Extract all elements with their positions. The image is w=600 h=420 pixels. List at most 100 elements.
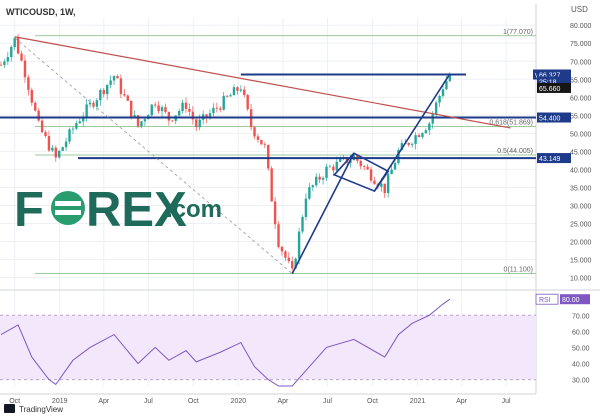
candle-body — [71, 128, 75, 130]
time-tick-label: 2021 — [410, 398, 426, 405]
candle-body — [23, 60, 27, 78]
price-tick-label: 30.000 — [570, 203, 592, 210]
time-tick-label: 2020 — [231, 398, 247, 405]
rsi-value-tag: 80.00 — [562, 297, 580, 304]
candle-body — [445, 81, 448, 90]
fibonacci-levels: 1(77.070) 0.618(51.869) 0.5(44.005) 0(11.10… — [35, 29, 536, 275]
candle-body — [222, 95, 225, 110]
candle-body — [136, 115, 140, 127]
candle-body — [47, 135, 51, 151]
candle-body — [417, 135, 421, 138]
candle-body — [143, 119, 147, 122]
candle-body — [106, 84, 109, 95]
logo-suffix: .com — [166, 196, 222, 223]
candle-body — [321, 177, 325, 180]
candle-body — [304, 198, 308, 217]
candle-body — [177, 110, 181, 116]
candle-body — [428, 123, 431, 131]
time-tick-label: Jul — [323, 398, 332, 405]
level-tag: 43.149 — [539, 156, 561, 163]
candle-body — [119, 78, 123, 95]
price-tick-label: 45.000 — [570, 149, 592, 156]
last-price-tag: 66.327 — [539, 73, 561, 80]
rsi-name-tag-bg — [535, 293, 559, 305]
candle-body — [85, 104, 88, 117]
candlestick-series — [0, 33, 452, 271]
level-tag-bg — [537, 112, 571, 123]
candle-body — [198, 119, 201, 128]
candle-body — [95, 100, 99, 107]
candle-body — [123, 94, 126, 96]
candle-body — [164, 107, 167, 112]
time-axis: Oct 2019 Apr Jul Oct 2020 Apr Jul Oct 2021 Apr Jul — [9, 398, 511, 405]
price-tick-label: 40.000 — [570, 167, 592, 174]
level-tag: 54.400 — [539, 116, 561, 123]
time-tick-label: Apr — [98, 398, 110, 405]
candle-body — [287, 257, 291, 262]
price-tick-label: 80.000 — [570, 23, 592, 30]
candle-body — [37, 110, 40, 121]
candle-body — [441, 89, 445, 96]
price-tick-label: 55.000 — [570, 113, 592, 120]
level-tag-bg — [537, 153, 571, 164]
logo-rex: REX — [86, 183, 187, 237]
candle-body — [311, 185, 314, 188]
price-tick-label: 10.000 — [570, 276, 592, 283]
candle-body — [102, 89, 105, 95]
candle-body — [153, 104, 157, 106]
candle-body — [219, 108, 222, 110]
rsi-tick-label: 50.00 — [572, 345, 590, 352]
candle-body — [205, 114, 208, 118]
candle-body — [270, 168, 273, 202]
price-tick-label: 25.000 — [570, 222, 592, 229]
rsi-band-fill — [0, 315, 536, 380]
candle-body — [380, 183, 383, 187]
candle-body — [397, 149, 400, 164]
candle-body — [51, 147, 54, 151]
price-tick-label: 70.000 — [570, 59, 592, 66]
time-tick-label: Apr — [277, 398, 289, 405]
candle-body — [78, 121, 81, 124]
fib-label: 0.618(51.869) — [489, 120, 533, 127]
candle-body — [58, 150, 61, 158]
candle-body — [109, 80, 112, 85]
candle-body — [315, 176, 318, 186]
price-axis: 10.000 15.000 20.000 25.000 30.000 35.000 40.0… — [570, 23, 592, 282]
candle-body — [126, 95, 129, 101]
price-tick-label: 75.000 — [570, 41, 592, 48]
impulse-line — [291, 152, 355, 274]
candle-body — [301, 216, 304, 232]
candle-body — [34, 102, 37, 111]
rsi-tick-label: 60.00 — [572, 329, 590, 336]
candle-body — [294, 258, 297, 269]
last-price-tag-bg — [537, 69, 571, 80]
candle-body — [407, 142, 410, 145]
candle-body — [273, 201, 277, 225]
candle-body — [13, 37, 16, 47]
price-tick-label: 15.000 — [570, 258, 592, 265]
close-tag: 65.660 — [539, 86, 561, 93]
candle-body — [297, 231, 301, 259]
fib-label: 0.5(44.005) — [497, 148, 533, 155]
time-tick-label: Oct — [188, 398, 199, 405]
candle-body — [184, 102, 188, 109]
currency-label: USD — [571, 5, 588, 14]
candle-body — [225, 95, 229, 97]
candle-body — [0, 64, 3, 66]
rsi-tick-label: 70.00 — [572, 313, 590, 320]
rsi-tick-label: 30.00 — [572, 378, 590, 385]
candle-body — [181, 102, 184, 111]
candle-body — [280, 246, 284, 252]
price-tick-label: 35.000 — [570, 185, 592, 192]
candle-body — [328, 166, 332, 168]
candle-body — [64, 141, 68, 148]
candle-body — [318, 176, 321, 180]
candle-body — [16, 37, 20, 54]
candle-body — [20, 53, 23, 61]
candle-body — [54, 147, 58, 158]
rsi-tick-label: 40.00 — [572, 362, 590, 369]
candle-body — [339, 158, 342, 162]
logo-f: F — [14, 183, 44, 237]
